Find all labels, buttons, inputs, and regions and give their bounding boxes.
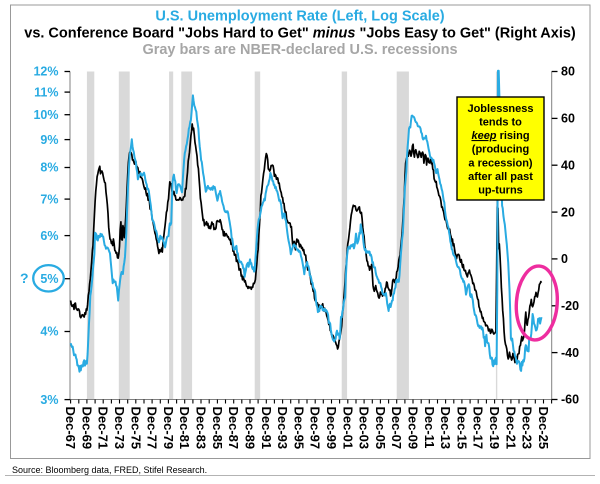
svg-text:Dec-79: Dec-79 xyxy=(161,407,176,450)
svg-text:Dec-83: Dec-83 xyxy=(194,407,209,450)
svg-text:Dec-91: Dec-91 xyxy=(259,407,274,450)
svg-text:Dec-85: Dec-85 xyxy=(210,407,225,450)
svg-text:5%: 5% xyxy=(40,272,58,286)
svg-text:Dec-07: Dec-07 xyxy=(389,407,404,450)
svg-text:Dec-93: Dec-93 xyxy=(275,407,290,450)
svg-text:4%: 4% xyxy=(40,325,58,339)
svg-text:Dec-17: Dec-17 xyxy=(471,407,486,450)
svg-text:Dec-97: Dec-97 xyxy=(308,407,323,450)
svg-text:?: ? xyxy=(20,270,29,286)
svg-text:Dec-81: Dec-81 xyxy=(177,407,192,450)
svg-text:11%: 11% xyxy=(34,85,58,99)
svg-text:Dec-73: Dec-73 xyxy=(112,407,127,450)
svg-text:vs. Conference Board "Jobs Har: vs. Conference Board "Jobs Hard to Get" … xyxy=(24,26,576,42)
svg-text:keep rising: keep rising xyxy=(471,130,529,142)
svg-text:9%: 9% xyxy=(40,133,58,147)
svg-text:12%: 12% xyxy=(33,65,58,79)
svg-text:-40: -40 xyxy=(561,346,579,360)
svg-text:-20: -20 xyxy=(561,299,579,313)
svg-text:-60: -60 xyxy=(561,393,579,407)
svg-text:20: 20 xyxy=(561,205,575,219)
svg-text:Gray bars are NBER-declared U.: Gray bars are NBER-declared U.S. recessi… xyxy=(142,42,457,58)
svg-text:Dec-71: Dec-71 xyxy=(96,407,111,450)
svg-text:3%: 3% xyxy=(40,393,58,407)
svg-text:Dec-19: Dec-19 xyxy=(487,407,502,450)
svg-text:Source: Bloomberg data, FRED,: Source: Bloomberg data, FRED, Stifel Res… xyxy=(12,465,207,475)
svg-text:Dec-09: Dec-09 xyxy=(406,407,421,450)
svg-text:Dec-21: Dec-21 xyxy=(503,407,518,450)
svg-text:up-turns: up-turns xyxy=(478,185,523,197)
svg-text:Dec-03: Dec-03 xyxy=(357,407,372,450)
svg-text:Dec-87: Dec-87 xyxy=(226,407,241,450)
svg-text:after all past: after all past xyxy=(468,171,533,183)
svg-text:Dec-11: Dec-11 xyxy=(422,407,437,449)
svg-text:40: 40 xyxy=(561,158,575,172)
svg-text:Dec-75: Dec-75 xyxy=(128,407,143,450)
svg-text:tends to: tends to xyxy=(479,116,522,128)
svg-text:U.S. Unemployment Rate (Left,: U.S. Unemployment Rate (Left, Log Scale) xyxy=(155,9,444,25)
svg-text:80: 80 xyxy=(561,65,575,79)
svg-text:Dec-01: Dec-01 xyxy=(340,407,355,450)
svg-text:0: 0 xyxy=(561,252,568,266)
svg-text:Dec-23: Dec-23 xyxy=(520,407,535,450)
svg-text:10%: 10% xyxy=(33,108,58,122)
svg-text:Joblessness: Joblessness xyxy=(467,103,533,115)
svg-text:7%: 7% xyxy=(40,192,58,206)
svg-text:Dec-89: Dec-89 xyxy=(243,407,258,450)
svg-text:Dec-67: Dec-67 xyxy=(63,407,78,450)
svg-text:Dec-77: Dec-77 xyxy=(145,407,160,450)
svg-text:(producing: (producing xyxy=(472,144,529,156)
svg-text:60: 60 xyxy=(561,112,575,126)
svg-text:6%: 6% xyxy=(40,229,58,243)
svg-text:Dec-69: Dec-69 xyxy=(79,407,94,450)
svg-text:Dec-25: Dec-25 xyxy=(536,407,551,450)
svg-text:Dec-99: Dec-99 xyxy=(324,407,339,450)
svg-text:8%: 8% xyxy=(40,161,58,175)
svg-text:a recession): a recession) xyxy=(468,157,533,169)
svg-text:Dec-05: Dec-05 xyxy=(373,407,388,450)
svg-text:Dec-13: Dec-13 xyxy=(438,407,453,450)
svg-text:Dec-95: Dec-95 xyxy=(291,407,306,450)
svg-text:Dec-15: Dec-15 xyxy=(454,407,469,450)
